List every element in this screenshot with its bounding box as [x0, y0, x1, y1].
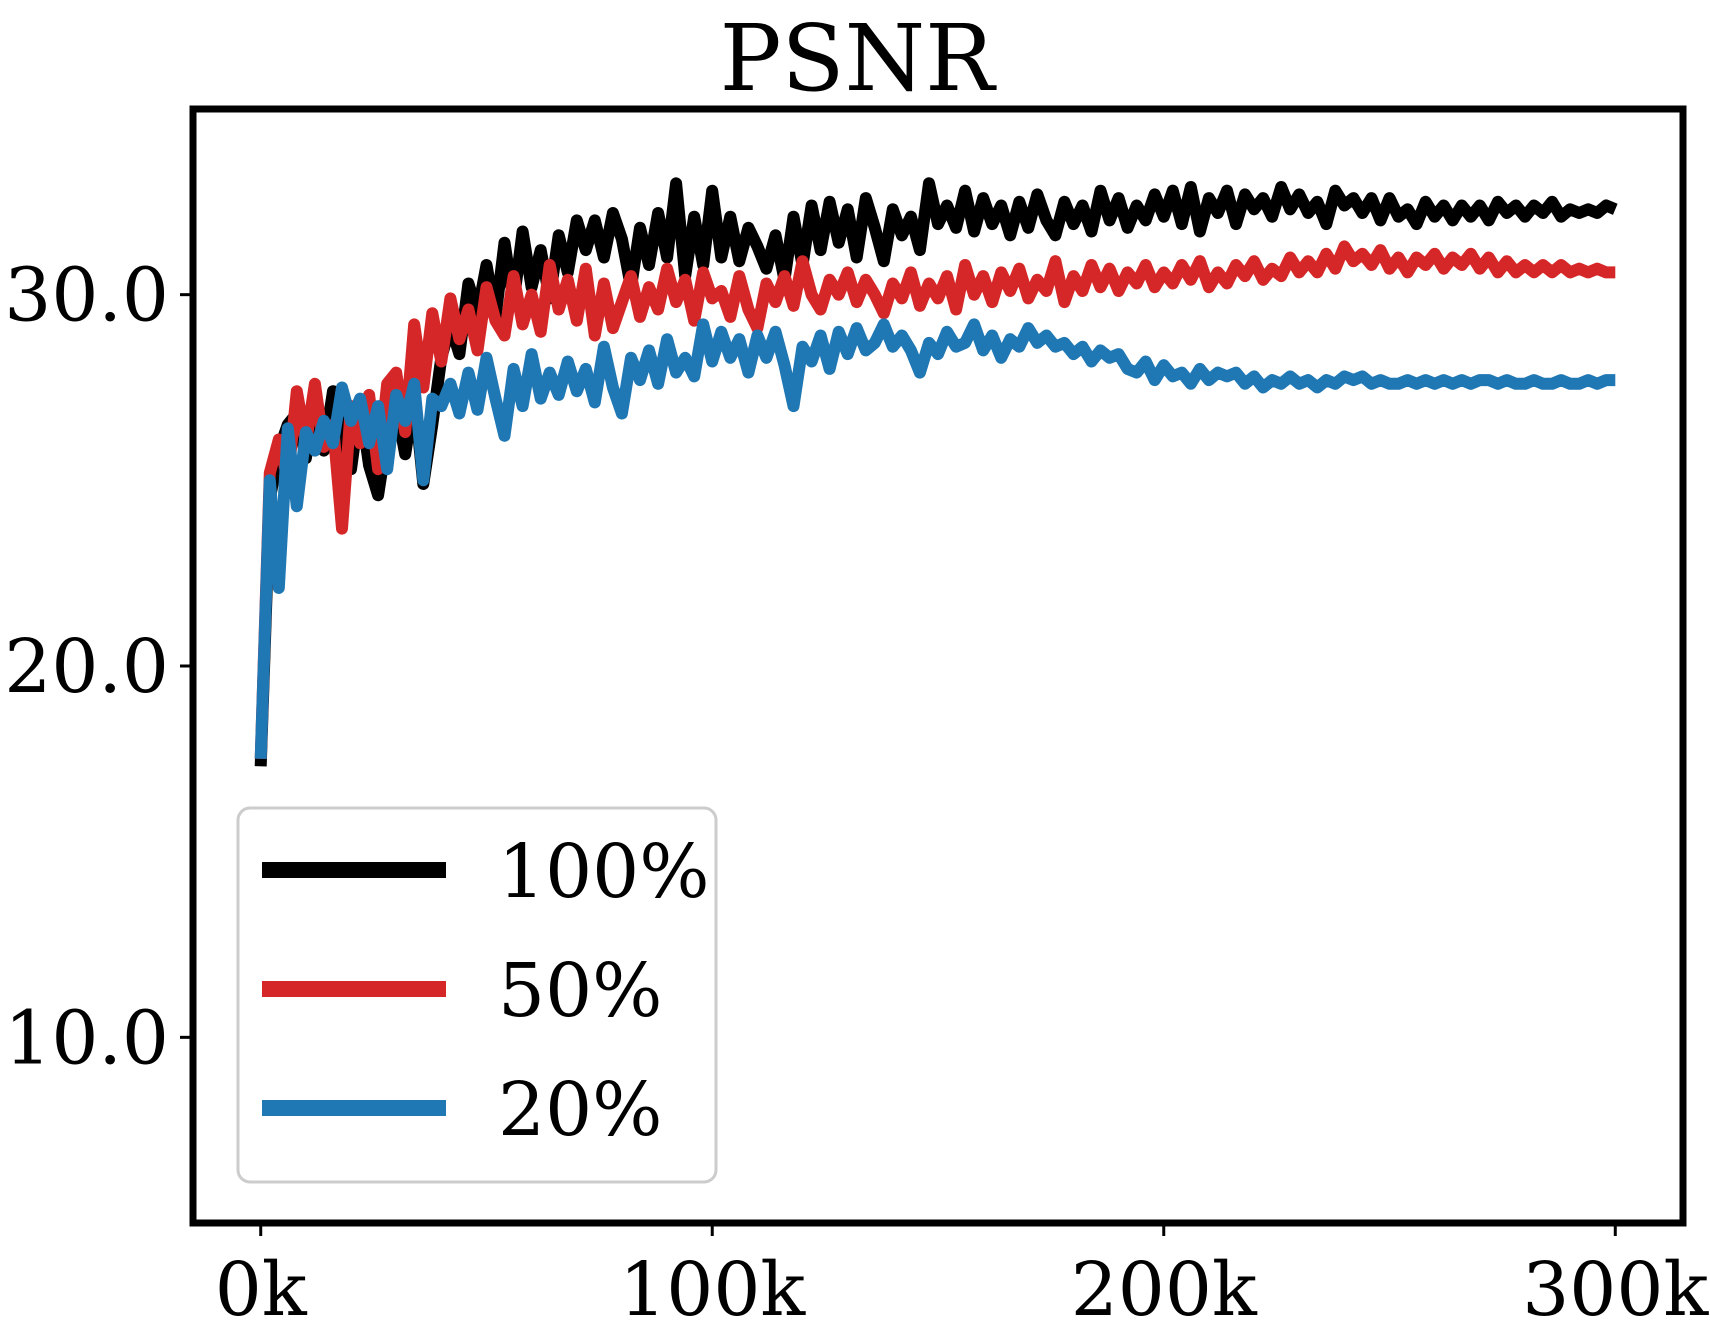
x-tick-label: 200k	[1071, 1247, 1258, 1333]
series-line-2	[254, 318, 1616, 759]
legend-box	[236, 806, 718, 1184]
series-line-1	[254, 240, 1616, 759]
x-tick-label: 0k	[215, 1247, 308, 1333]
y-tick-label: 10.0	[4, 995, 169, 1081]
chart-title: PSNR	[720, 5, 997, 112]
legend: 100% 50% 20%	[236, 806, 718, 1184]
legend-label-1: 50%	[498, 948, 662, 1034]
series-layer	[254, 177, 1618, 767]
legend-label-2: 20%	[498, 1067, 662, 1153]
y-tick-label: 30.0	[4, 253, 169, 339]
y-tick-label: 20.0	[4, 624, 169, 710]
legend-label-0: 100%	[498, 829, 710, 915]
x-tick-label: 300k	[1522, 1247, 1709, 1333]
x-tick-label: 100k	[619, 1247, 806, 1333]
series-line-0	[254, 177, 1618, 767]
axis-layer: 0k 100k 200k 300k 10.0 20.0 30.0	[4, 105, 1709, 1333]
